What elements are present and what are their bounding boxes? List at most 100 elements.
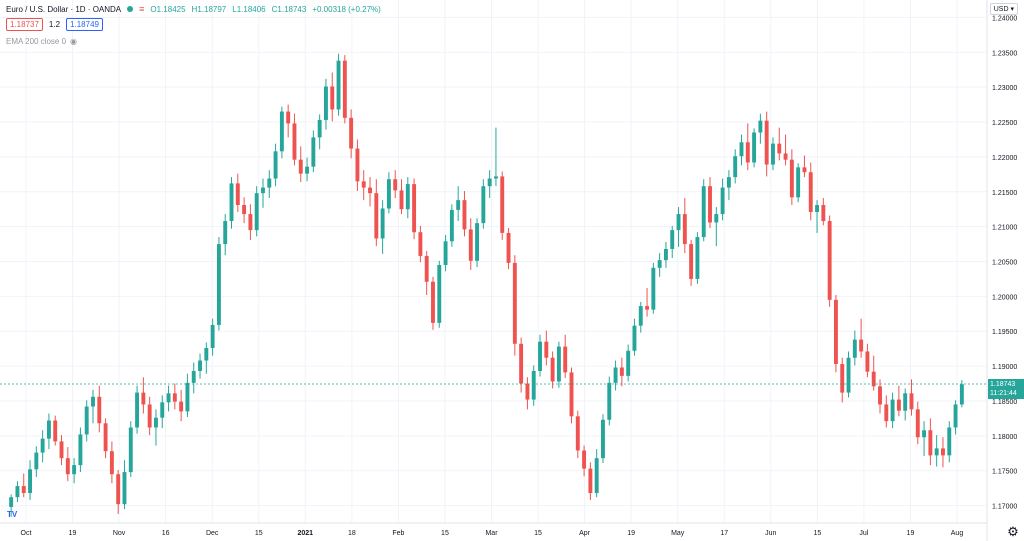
candle-body [59, 441, 64, 459]
candle-body [292, 123, 297, 160]
candle-body [544, 341, 549, 358]
candle-body [884, 404, 889, 422]
x-tick-label: May [671, 530, 685, 537]
x-tick-label: 15 [813, 530, 821, 537]
symbol-title[interactable]: Euro / U.S. Dollar · 1D · OANDA [6, 4, 122, 14]
candle-body [9, 497, 14, 507]
x-tick-label: Mar [485, 530, 498, 537]
x-tick-label: Jul [859, 530, 868, 537]
candle-series [9, 53, 964, 517]
candle-body [739, 142, 744, 157]
candle-body [116, 474, 121, 505]
time-axis: Oct 19 Nov 16 Dec 15 2021 18 Feb 15 Mar 15 Apr 19 May 1… [21, 530, 964, 537]
candle-body [21, 486, 26, 494]
ema-label: EMA 200 close 0 [6, 37, 67, 46]
x-tick-label: 17 [720, 530, 728, 537]
currency-selector[interactable]: USD ▾ [989, 3, 1018, 15]
candle-body [172, 393, 177, 402]
eye-icon[interactable]: ◉ [70, 37, 78, 46]
candle-body [878, 386, 882, 405]
candle-body [91, 396, 95, 407]
y-tick-label: 1.18500 [992, 399, 1017, 406]
x-tick-label: Aug [951, 530, 964, 537]
sell-button[interactable]: 1.18737 [6, 18, 43, 31]
candle-body [638, 306, 643, 326]
trade-row: 1.18737 1.2 1.18749 [6, 18, 103, 31]
candle-body [330, 86, 335, 110]
candle-body [286, 111, 291, 124]
gear-icon[interactable]: ⚙ [1007, 524, 1019, 539]
candle-body [424, 255, 429, 282]
candle-body [386, 179, 391, 209]
candle-body [46, 420, 51, 439]
y-tick-label: 1.17000 [992, 504, 1017, 511]
x-tick-label: 15 [534, 530, 542, 537]
candle-body [726, 177, 731, 188]
x-tick-label: Feb [392, 530, 404, 537]
ohlc-change: +0.00318 (+0.27%) [312, 4, 381, 14]
candle-body [103, 423, 108, 452]
candle-body [53, 420, 58, 442]
candle-body [563, 346, 568, 373]
last-price-value: 1.18743 [990, 381, 1016, 389]
candle-body [475, 223, 480, 261]
candle-body [248, 214, 253, 231]
candle-body [210, 324, 215, 348]
candle-body [676, 214, 681, 231]
candle-body [128, 427, 133, 473]
candle-body [179, 401, 184, 412]
candle-body [871, 371, 876, 387]
candle-body [223, 221, 228, 245]
candle-body [160, 402, 165, 418]
y-tick-label: 1.20500 [992, 260, 1017, 267]
spread-value: 1.2 [48, 20, 61, 29]
candle-body [670, 230, 675, 249]
candle-body [808, 172, 813, 212]
candle-body [796, 167, 801, 198]
candle-body [934, 448, 939, 456]
indicator-legend[interactable]: EMA 200 close 0 ◉ [6, 37, 77, 46]
buy-button[interactable]: 1.18749 [66, 18, 103, 31]
candle-body [626, 350, 631, 376]
candle-body [15, 486, 20, 498]
ohlc-high: H1.18797 [191, 4, 227, 14]
candle-body [714, 214, 719, 223]
candle-body [745, 142, 750, 163]
candle-body [254, 193, 259, 231]
candle-body [909, 393, 914, 410]
y-tick-label: 1.21000 [992, 225, 1017, 232]
x-tick-label: 16 [162, 530, 170, 537]
candle-body [78, 434, 83, 466]
candle-body [273, 151, 278, 179]
x-tick-label: Jun [765, 530, 776, 537]
candle-body [569, 372, 574, 417]
y-tick-label: 1.23500 [992, 50, 1017, 57]
candle-body [582, 450, 587, 469]
menu-icon[interactable]: ≡ [139, 4, 145, 14]
candle-body [298, 159, 303, 174]
candle-body [185, 382, 190, 412]
ohlc-low: L1.18406 [232, 4, 266, 14]
candle-body [412, 184, 417, 233]
candle-body [764, 120, 769, 165]
candle-body [204, 347, 209, 361]
x-tick-label: 19 [69, 530, 77, 537]
candle-body [506, 232, 511, 263]
chart-header: Euro / U.S. Dollar · 1D · OANDA ≡ O1.184… [6, 4, 381, 14]
candle-body [695, 237, 700, 279]
y-tick-label: 1.24000 [992, 15, 1017, 22]
candle-body [613, 367, 618, 383]
candle-body [852, 339, 857, 358]
candle-body [349, 117, 354, 149]
candle-body [449, 209, 454, 242]
candle-body [840, 364, 845, 393]
candle-body [456, 200, 461, 210]
candle-body [525, 383, 530, 400]
candle-body [619, 367, 624, 376]
candle-body [418, 232, 423, 256]
candle-body [437, 264, 442, 323]
candle-body [538, 341, 542, 371]
last-price-label: 1.18743 11:21:44 [988, 379, 1024, 400]
tradingview-logo[interactable]: TV [7, 510, 18, 519]
